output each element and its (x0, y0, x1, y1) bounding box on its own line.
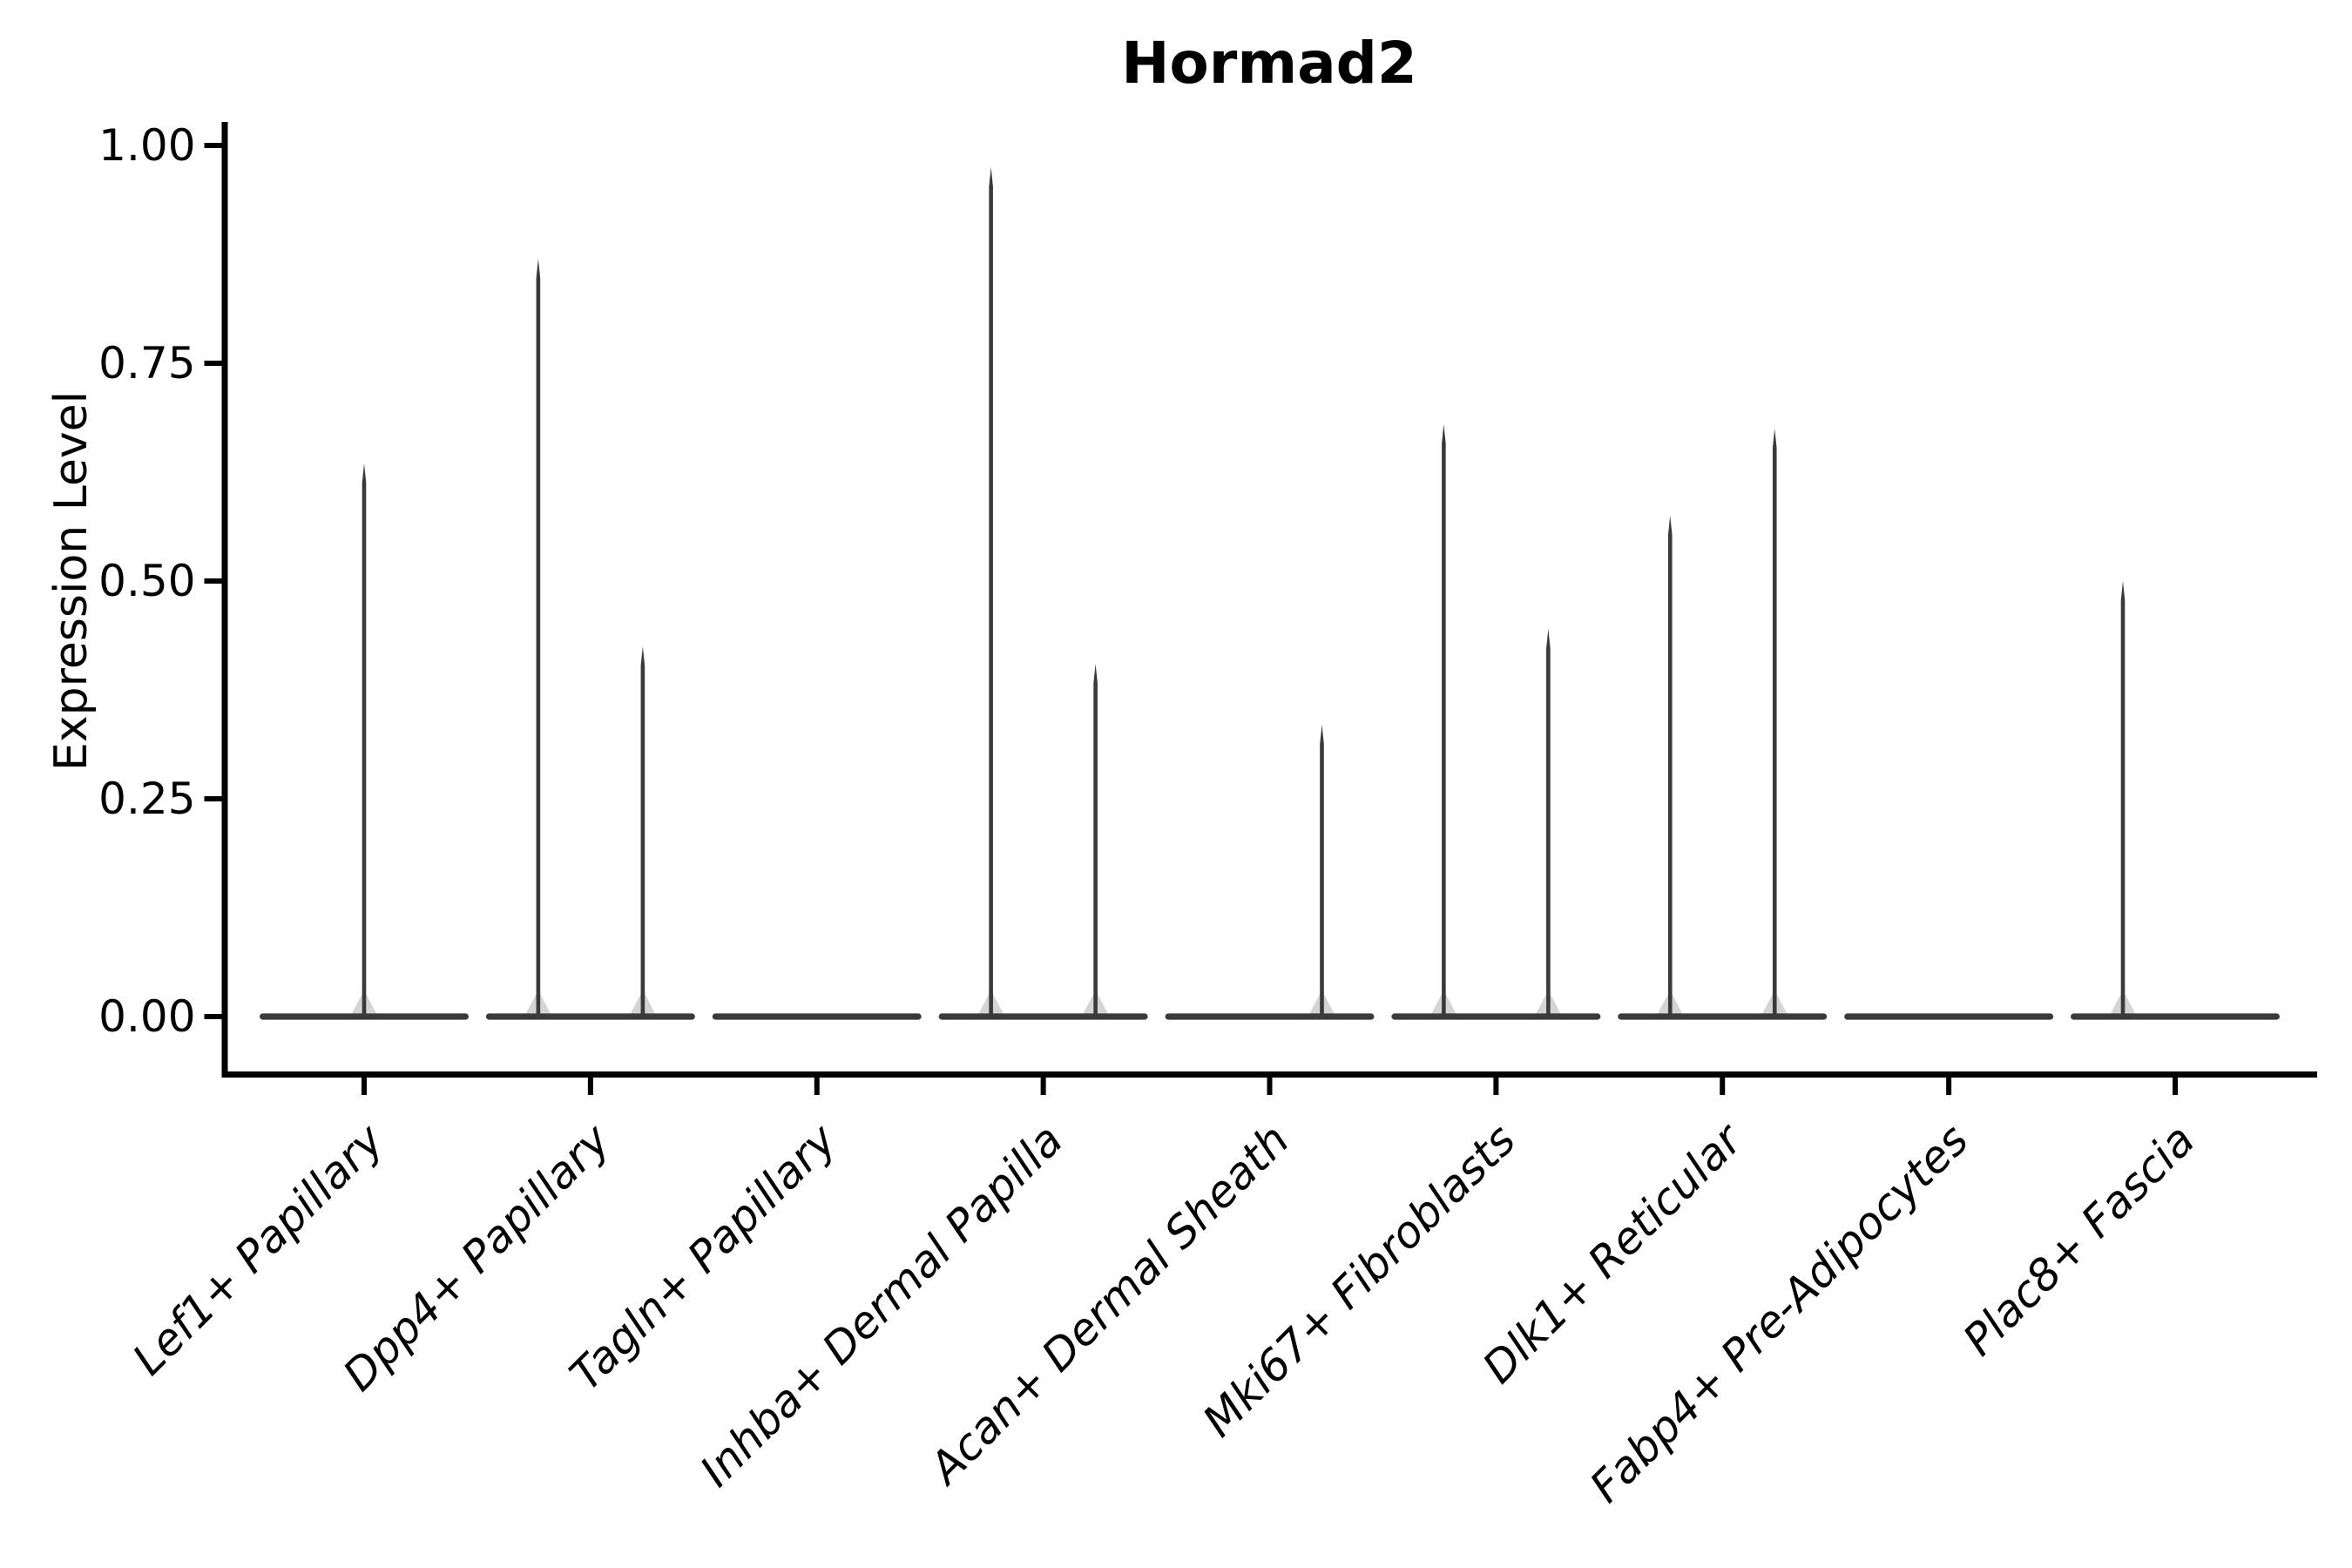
violin-body (485, 1013, 695, 1020)
y-tick-label: 0.75 (98, 338, 195, 389)
violin-spike (536, 259, 541, 1017)
plot-title: Hormad2 (1121, 30, 1417, 97)
x-tick-label: Inhba+ Dermal Papilla (691, 1114, 1072, 1496)
x-tick (1946, 1078, 1952, 1095)
violin-body (938, 1013, 1148, 1020)
violin-spike (1667, 516, 1673, 1017)
violin-spike (1546, 629, 1551, 1017)
y-tick (204, 361, 222, 366)
y-tick (204, 796, 222, 801)
violin-spike (1442, 424, 1446, 1017)
x-tick (814, 1078, 820, 1095)
y-tick-label: 0.50 (98, 556, 195, 606)
violin-body (1391, 1013, 1601, 1020)
violin-spike (1093, 664, 1098, 1017)
x-axis-spine (221, 1071, 2317, 1078)
violin-spike (1772, 429, 1777, 1017)
violin-body (2071, 1013, 2280, 1020)
violin-body (1618, 1013, 1828, 1020)
violin-body (1165, 1013, 1375, 1020)
y-tick (204, 578, 222, 584)
x-tick-label: Fabp4+ Pre-Adipocytes (1580, 1114, 1978, 1512)
x-tick-label: Acan+ Dermal Sheath (918, 1114, 1299, 1495)
violin-spike (1320, 725, 1324, 1017)
x-tick (1493, 1078, 1499, 1095)
y-tick-label: 0.25 (98, 774, 195, 824)
x-tick (587, 1078, 593, 1095)
violin-body (712, 1013, 922, 1020)
y-tick-label: 0.00 (98, 991, 195, 1042)
y-axis-spine (221, 122, 228, 1078)
x-tick (1720, 1078, 1726, 1095)
x-tick (362, 1078, 367, 1095)
violin-spike (2120, 581, 2126, 1017)
violin-spike (989, 167, 993, 1017)
violin-spike (640, 646, 645, 1017)
y-tick (204, 1014, 222, 1019)
x-tick-label: Plac8+ Fascia (1954, 1114, 2205, 1365)
violin-body (1844, 1013, 2054, 1020)
violin-spike (362, 463, 367, 1017)
y-tick (204, 143, 222, 148)
y-tick-label: 1.00 (98, 120, 195, 171)
x-tick (1040, 1078, 1046, 1095)
x-tick (1267, 1078, 1273, 1095)
x-tick (2173, 1078, 2178, 1095)
